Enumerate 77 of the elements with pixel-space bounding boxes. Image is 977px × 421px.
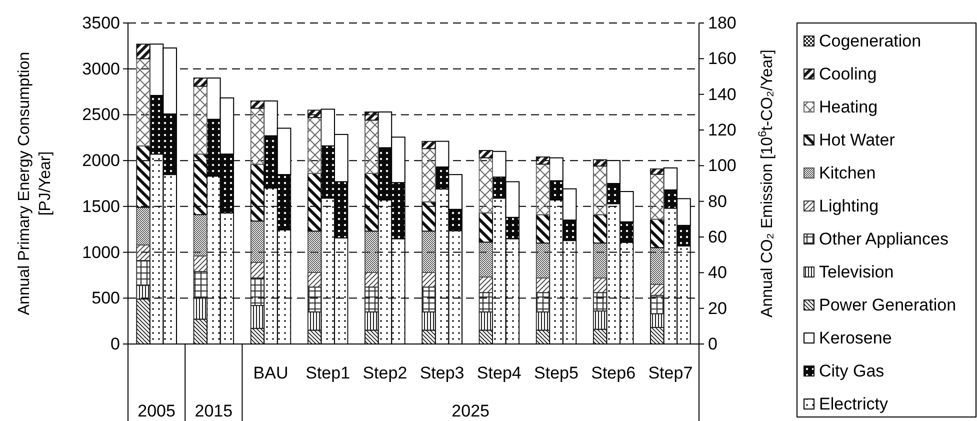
bar (650, 174, 664, 220)
bar (136, 206, 150, 246)
bar (193, 86, 208, 155)
bar (250, 220, 265, 263)
bar (250, 100, 265, 109)
y-axis-title: Annual Primary Energy Consumption [PJ/Year] (16, 52, 54, 316)
bar (650, 247, 664, 285)
bar (650, 168, 664, 175)
bar (193, 214, 208, 256)
bar (536, 214, 550, 244)
legend-label: Electricty (819, 394, 888, 414)
legend-label: Other Appliances (819, 230, 948, 248)
bar (193, 78, 208, 87)
bar (536, 242, 550, 278)
y2-tick-label: 180 (708, 14, 736, 32)
y2-tick-label: 40 (708, 263, 727, 282)
legend-label: Heating (819, 98, 878, 116)
y-tick-label: 1000 (82, 242, 120, 262)
x-tick-label: Step5 (534, 364, 578, 382)
x-tick-label: Step6 (591, 364, 636, 382)
bar (136, 58, 150, 146)
bar (364, 230, 379, 273)
bar (364, 120, 379, 174)
y-tick-label: 3500 (82, 14, 120, 32)
y-tick-label: 3000 (82, 59, 120, 78)
bar (307, 116, 322, 174)
bar (478, 150, 493, 158)
legend-label: Kitchen (819, 164, 876, 182)
bar (422, 148, 436, 202)
x-tick-label: BAU (253, 364, 288, 382)
legend-label: Cogeneration (819, 32, 922, 50)
legend-label: Hot Water (819, 130, 896, 150)
bar (478, 157, 493, 214)
y2-tick-label: 20 (708, 298, 727, 318)
y-tick-label: 2000 (82, 151, 120, 170)
bar (536, 156, 550, 165)
x-tick-label: Step1 (306, 364, 350, 382)
legend-label: Cooling (819, 64, 877, 84)
bar (307, 230, 322, 273)
y-tick-label: 0 (110, 334, 120, 354)
legend-label: Kerosene (819, 328, 892, 348)
y2-tick-label: 120 (708, 120, 736, 140)
bar (592, 166, 608, 216)
bar (136, 44, 150, 60)
y-tick-label: 2500 (82, 105, 120, 124)
x-tick-label: Step4 (476, 364, 522, 382)
bar (364, 111, 379, 121)
y-tick-label: 500 (92, 288, 120, 308)
bar (422, 230, 436, 273)
bar (307, 110, 322, 118)
text: 2015 (194, 402, 233, 420)
bar (478, 242, 493, 278)
bar (422, 201, 436, 232)
y2-tick-label: 160 (708, 49, 736, 68)
bar (592, 214, 608, 244)
text: 2025 (452, 402, 490, 420)
text: 2005 (138, 402, 176, 420)
y2-tick-label: 80 (708, 192, 727, 211)
y2-tick-label: 0 (708, 334, 718, 354)
legend-label: Power Generation (819, 296, 956, 314)
bar (536, 164, 550, 216)
bar (250, 108, 265, 165)
bar (422, 140, 436, 150)
bar (478, 212, 493, 243)
legend-label: Lighting (819, 196, 879, 216)
bar (650, 218, 664, 248)
x-tick-label: Step7 (648, 364, 693, 382)
y2-tick-label: 100 (708, 156, 736, 176)
bar (592, 159, 608, 167)
bar (592, 242, 608, 278)
legend-label: City Gas (819, 362, 884, 380)
x-tick-label: Step3 (420, 364, 464, 382)
x-tick-label: Step2 (362, 364, 408, 382)
y-tick-label: 1500 (82, 196, 120, 216)
legend-label: Television (819, 262, 894, 282)
y2-tick-label: 60 (708, 228, 727, 246)
y2-tick-label: 140 (708, 84, 736, 104)
